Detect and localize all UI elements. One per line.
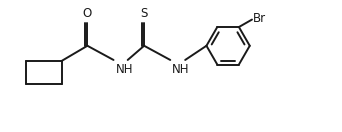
Text: O: O [83, 7, 92, 20]
Text: S: S [141, 7, 148, 20]
Text: NH: NH [172, 63, 189, 76]
Text: NH: NH [115, 63, 133, 76]
Text: Br: Br [253, 12, 266, 25]
